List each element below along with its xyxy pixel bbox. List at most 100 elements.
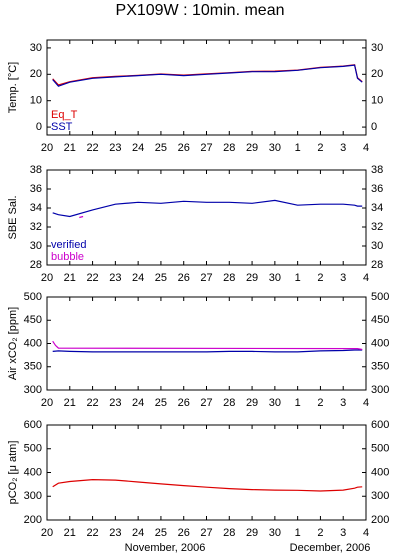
x-tick-label: 4 <box>363 527 369 539</box>
x-tick-label: 30 <box>269 272 281 284</box>
series-line <box>52 478 363 492</box>
x-tick-label: 26 <box>178 272 190 284</box>
x-tick-label: 27 <box>200 272 212 284</box>
x-tick-label: 22 <box>86 272 98 284</box>
x-tick-label: 24 <box>132 397 144 409</box>
series-line <box>79 215 84 219</box>
y-tick-label: 200 <box>24 514 42 526</box>
y-tick-label: 20 <box>371 68 383 80</box>
series-line <box>52 64 363 87</box>
y-tick-label: 400 <box>24 337 42 349</box>
y-tick-label: 38 <box>30 164 42 176</box>
y-tick-label: 28 <box>371 259 383 271</box>
y-tick-label: 450 <box>24 314 42 326</box>
y-tick-label: 36 <box>30 183 42 195</box>
y-tick-label: 32 <box>30 221 42 233</box>
y-tick-label: 500 <box>24 291 42 303</box>
x-tick-label: 4 <box>363 397 369 409</box>
x-tick-label: 23 <box>109 527 121 539</box>
series-line <box>52 340 363 351</box>
x-tick-label: 25 <box>155 272 167 284</box>
plot-frame <box>46 296 367 391</box>
x-tick-label: 26 <box>178 397 190 409</box>
x-tick-label: 25 <box>155 397 167 409</box>
x-tick-label: 24 <box>132 272 144 284</box>
x-tick-label: 1 <box>295 527 301 539</box>
x-tick-label: 28 <box>223 142 235 154</box>
x-tick-label: 30 <box>269 527 281 539</box>
x-tick-label: 23 <box>109 397 121 409</box>
y-tick-label: 300 <box>24 490 42 502</box>
y-tick-label: 500 <box>371 443 389 455</box>
series-line <box>52 199 363 218</box>
chart-title: PX109W : 10min. mean <box>116 2 285 19</box>
y-axis-label: SBE Sal. <box>7 195 19 239</box>
x-tick-label: 20 <box>41 272 53 284</box>
x-tick-label: 3 <box>340 142 346 154</box>
x-tick-label: 29 <box>246 272 258 284</box>
legend-label: Eq_T <box>51 109 78 121</box>
y-tick-label: 10 <box>371 95 383 107</box>
x-tick-label: 22 <box>86 397 98 409</box>
y-tick-label: 0 <box>36 121 42 133</box>
legend-label: SST <box>51 121 73 133</box>
y-tick-label: 300 <box>24 384 42 396</box>
x-tick-label: 20 <box>41 397 53 409</box>
y-axis-label: Temp. [°C] <box>7 62 19 113</box>
y-tick-label: 20 <box>30 68 42 80</box>
y-axis-label: pCO₂ [μ atm] <box>7 441 19 505</box>
y-tick-label: 38 <box>371 164 383 176</box>
plot-frame <box>46 169 367 266</box>
plot-frame <box>46 424 367 521</box>
y-tick-label: 30 <box>30 42 42 54</box>
y-tick-label: 28 <box>30 259 42 271</box>
legend-label: bubble <box>51 251 84 263</box>
y-tick-label: 30 <box>371 42 383 54</box>
plot-frame <box>46 39 367 136</box>
x-tick-label: 24 <box>132 527 144 539</box>
x-tick-label: 29 <box>246 142 258 154</box>
y-tick-label: 600 <box>371 419 389 431</box>
y-tick-label: 450 <box>371 314 389 326</box>
y-tick-label: 10 <box>30 95 42 107</box>
x-tick-label: 27 <box>200 142 212 154</box>
x-tick-label: 1 <box>295 272 301 284</box>
y-tick-label: 200 <box>371 514 389 526</box>
x-tick-label: 25 <box>155 142 167 154</box>
y-tick-label: 34 <box>30 202 42 214</box>
y-tick-label: 400 <box>371 337 389 349</box>
x-axis-label: November, 2006 <box>125 542 206 554</box>
y-tick-label: 34 <box>371 202 383 214</box>
y-tick-label: 32 <box>371 221 383 233</box>
y-tick-label: 500 <box>371 291 389 303</box>
x-tick-label: 1 <box>295 142 301 154</box>
x-tick-label: 27 <box>200 527 212 539</box>
x-tick-label: 27 <box>200 397 212 409</box>
x-tick-label: 29 <box>246 397 258 409</box>
x-tick-label: 26 <box>178 142 190 154</box>
x-axis-label: December, 2006 <box>290 542 371 554</box>
x-tick-label: 30 <box>269 397 281 409</box>
x-tick-label: 24 <box>132 142 144 154</box>
x-tick-label: 22 <box>86 142 98 154</box>
x-tick-label: 21 <box>64 527 76 539</box>
y-tick-label: 400 <box>371 466 389 478</box>
x-tick-label: 3 <box>340 527 346 539</box>
x-tick-label: 4 <box>363 272 369 284</box>
y-tick-label: 30 <box>371 240 383 252</box>
x-tick-label: 22 <box>86 527 98 539</box>
x-tick-label: 28 <box>223 272 235 284</box>
y-tick-label: 0 <box>371 121 377 133</box>
x-tick-label: 21 <box>64 142 76 154</box>
x-tick-label: 26 <box>178 527 190 539</box>
y-tick-label: 36 <box>371 183 383 195</box>
x-tick-label: 21 <box>64 397 76 409</box>
x-tick-label: 28 <box>223 527 235 539</box>
x-tick-label: 4 <box>363 142 369 154</box>
y-tick-label: 350 <box>371 361 389 373</box>
y-tick-label: 600 <box>24 419 42 431</box>
x-tick-label: 25 <box>155 527 167 539</box>
x-tick-label: 3 <box>340 397 346 409</box>
x-tick-label: 2 <box>317 142 323 154</box>
